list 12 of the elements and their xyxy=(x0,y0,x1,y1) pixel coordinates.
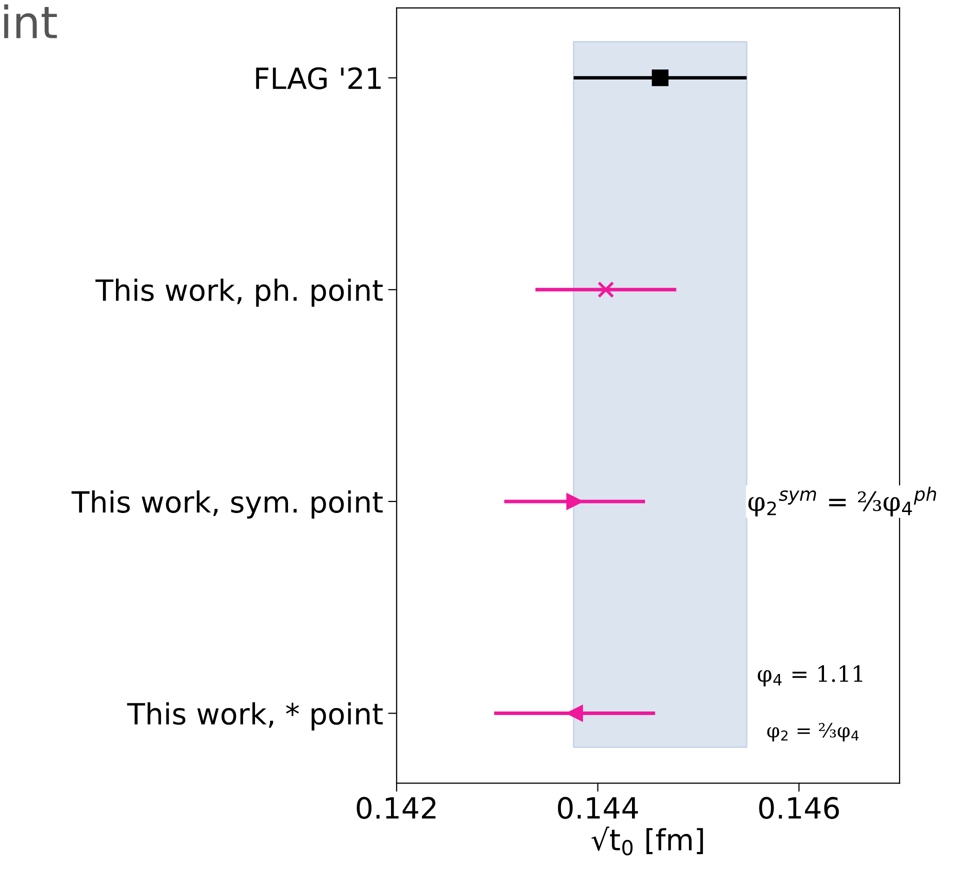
y-tick-label: This work, sym. point xyxy=(72,490,383,519)
text: int xyxy=(4,4,57,38)
x-tick-label: 0.146 xyxy=(759,796,839,819)
y-tick-label: This work, * point xyxy=(127,702,383,730)
annotation: φ$_{4}$ = 1.11 xyxy=(758,665,862,686)
x-axis-title: √t$_{0}$ [fm] xyxy=(592,826,703,856)
y-tick-label: This work, ph. point xyxy=(95,278,383,307)
x-tick-label: 0.142 xyxy=(356,796,436,819)
annotation: φ$_{2}$ = ⅔φ$_{4}$ xyxy=(767,722,859,742)
annotation: φ$_{2}$$^{sym}$ = ⅔φ$_{4}$$^{ph}$ xyxy=(748,486,936,516)
y-tick-label: FLAG '21 xyxy=(256,67,381,90)
x-tick-label: 0.144 xyxy=(558,796,638,819)
